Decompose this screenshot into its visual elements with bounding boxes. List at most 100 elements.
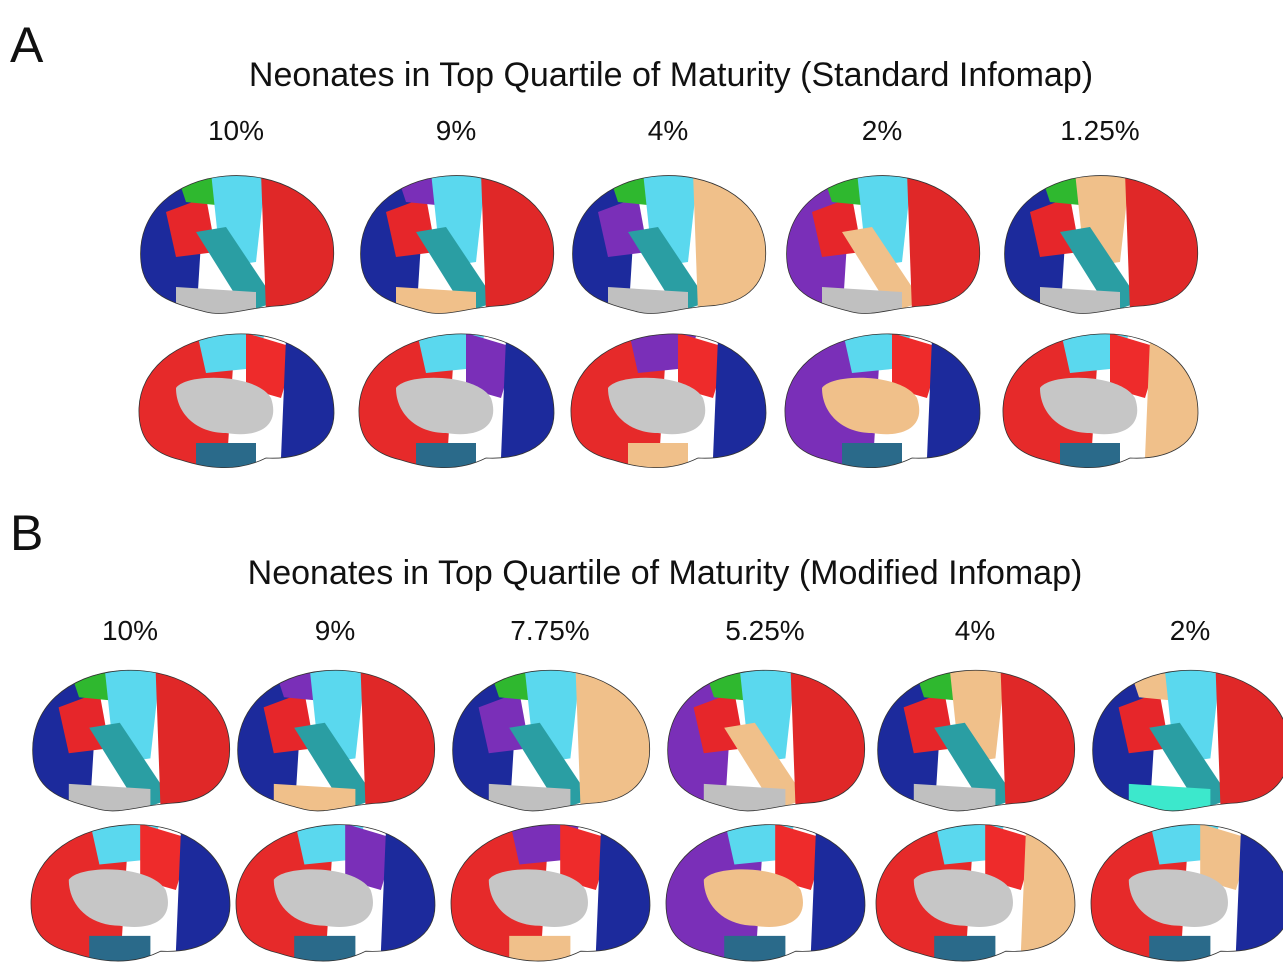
network-region [1040, 377, 1138, 435]
brain-surface [31, 824, 230, 962]
network-region [775, 824, 827, 890]
brain-outline [138, 333, 335, 469]
lateral-brain [360, 175, 555, 314]
brain-surface [786, 175, 980, 314]
network-region [488, 869, 588, 927]
network-region [176, 287, 256, 314]
network-region [360, 670, 435, 810]
medial-brain [1090, 824, 1283, 962]
network-region [822, 377, 920, 435]
threshold-label: 2% [1170, 615, 1210, 646]
threshold-label: 5.25% [725, 615, 804, 646]
network-region [261, 175, 334, 312]
network-region [294, 722, 376, 810]
threshold-label: 7.75% [510, 615, 589, 646]
network-region [913, 869, 1013, 927]
brain-outline [786, 175, 981, 314]
brain-surface [32, 670, 230, 811]
brain-outline [237, 669, 436, 812]
brain-surface [358, 333, 554, 468]
medial-brain [450, 824, 651, 962]
network-region [1128, 783, 1211, 811]
lateral-brain [1092, 669, 1283, 812]
brain-outline [450, 824, 651, 962]
network-region [155, 670, 230, 810]
threshold-label: 10% [208, 115, 264, 146]
network-region [488, 783, 571, 811]
medial-brain [1002, 333, 1199, 469]
network-region [790, 670, 865, 810]
brain-outline [30, 824, 231, 962]
brain-surface [572, 175, 766, 314]
network-region [822, 287, 902, 314]
brain-outline [665, 824, 866, 962]
network-region [892, 333, 942, 398]
brain-outline [235, 824, 436, 962]
brain-surface [140, 175, 334, 314]
lateral-brain [786, 175, 981, 314]
network-region [985, 824, 1037, 890]
brain-surface [876, 824, 1075, 962]
threshold-label: 4% [648, 115, 688, 146]
brain-surface [1004, 175, 1198, 314]
brain-surface [1091, 824, 1283, 962]
brain-outline [360, 175, 555, 314]
network-region [575, 670, 650, 810]
network-region [509, 935, 571, 962]
brain-outline [784, 333, 981, 469]
brain-outline [1090, 824, 1283, 962]
brain-outline [1004, 175, 1199, 314]
lateral-brain [1004, 175, 1199, 314]
network-region [1215, 670, 1283, 810]
network-region [608, 377, 706, 435]
threshold-label: 2% [862, 115, 902, 146]
network-region [842, 443, 902, 468]
network-region [89, 935, 151, 962]
network-region [678, 333, 728, 398]
network-region [1128, 869, 1228, 927]
network-region [196, 227, 276, 312]
network-region [176, 377, 274, 435]
brain-surface [666, 824, 865, 962]
brain-surface [667, 670, 865, 811]
brain-outline [32, 669, 231, 812]
network-region [913, 783, 996, 811]
threshold-label: 10% [102, 615, 158, 646]
network-region [724, 722, 806, 810]
panel-title: Neonates in Top Quartile of Maturity (Mo… [248, 554, 1083, 592]
network-region [89, 722, 171, 810]
brain-outline [570, 333, 767, 469]
network-region [68, 783, 151, 811]
network-region [1149, 935, 1211, 962]
brain-outline [1092, 669, 1283, 812]
brain-surface [452, 670, 650, 811]
brain-surface [237, 670, 435, 811]
network-region [693, 175, 766, 312]
brain-surface [236, 824, 435, 962]
threshold-label: 4% [955, 615, 995, 646]
network-region [1000, 670, 1075, 810]
lateral-brain [452, 669, 651, 812]
brain-outline [667, 669, 866, 812]
network-region [703, 783, 786, 811]
network-region [140, 824, 192, 890]
network-region [608, 287, 688, 314]
panel-label: A [10, 17, 44, 73]
brain-surface [138, 333, 334, 468]
network-region [1060, 227, 1140, 312]
network-region [466, 333, 516, 398]
threshold-label: 9% [436, 115, 476, 146]
lateral-brain [572, 175, 767, 314]
medial-brain [665, 824, 866, 962]
medial-brain [784, 333, 981, 469]
brain-surface [451, 824, 650, 962]
brain-surface [360, 175, 554, 314]
network-region [1235, 828, 1283, 952]
network-region [628, 443, 688, 468]
network-region [703, 869, 803, 927]
brain-outline [875, 824, 1076, 962]
network-region [1200, 824, 1252, 890]
medial-brain [235, 824, 436, 962]
network-region [481, 175, 554, 312]
brain-surface [570, 333, 766, 468]
